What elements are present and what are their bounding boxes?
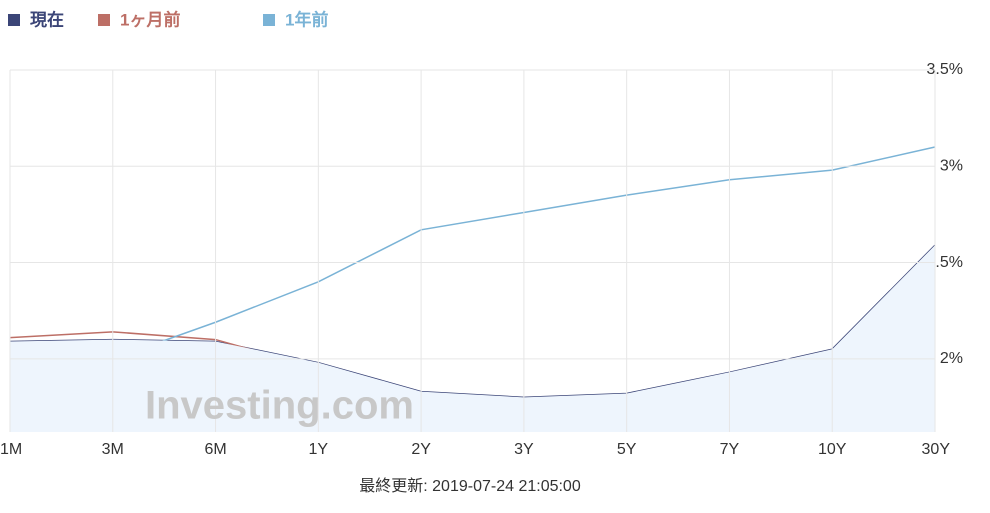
x-tick-label: 6M bbox=[204, 441, 226, 458]
y-tick-label: 3.5% bbox=[927, 61, 963, 78]
legend-swatch bbox=[263, 14, 275, 26]
area bbox=[10, 245, 935, 432]
x-tick-label: 7Y bbox=[720, 441, 740, 458]
x-tick-label: 1M bbox=[0, 441, 22, 458]
legend-label: 1ヶ月前 bbox=[120, 9, 180, 29]
legend-label: 現在 bbox=[30, 9, 64, 29]
legend-label: 1年前 bbox=[285, 9, 328, 29]
legend-swatch bbox=[8, 14, 20, 26]
x-tick-label: 5Y bbox=[617, 441, 637, 458]
legend-swatch bbox=[98, 14, 110, 26]
y-tick-label: 2% bbox=[940, 350, 963, 367]
watermark: Investing.com bbox=[145, 384, 414, 428]
x-tick-label: 3M bbox=[102, 441, 124, 458]
x-tick-label: 2Y bbox=[411, 441, 431, 458]
y-tick-label: 2.5% bbox=[927, 254, 963, 271]
x-tick-label: 1Y bbox=[309, 441, 329, 458]
legend: 現在 1ヶ月前 1年前 bbox=[8, 9, 328, 29]
x-tick-label: 30Y bbox=[922, 441, 951, 458]
x-tick-label: 3Y bbox=[514, 441, 534, 458]
y-tick-label: 3% bbox=[940, 157, 963, 174]
x-tick-label: 10Y bbox=[818, 441, 847, 458]
footer: 最終更新: 2019-07-24 21:05:00 bbox=[359, 477, 581, 495]
